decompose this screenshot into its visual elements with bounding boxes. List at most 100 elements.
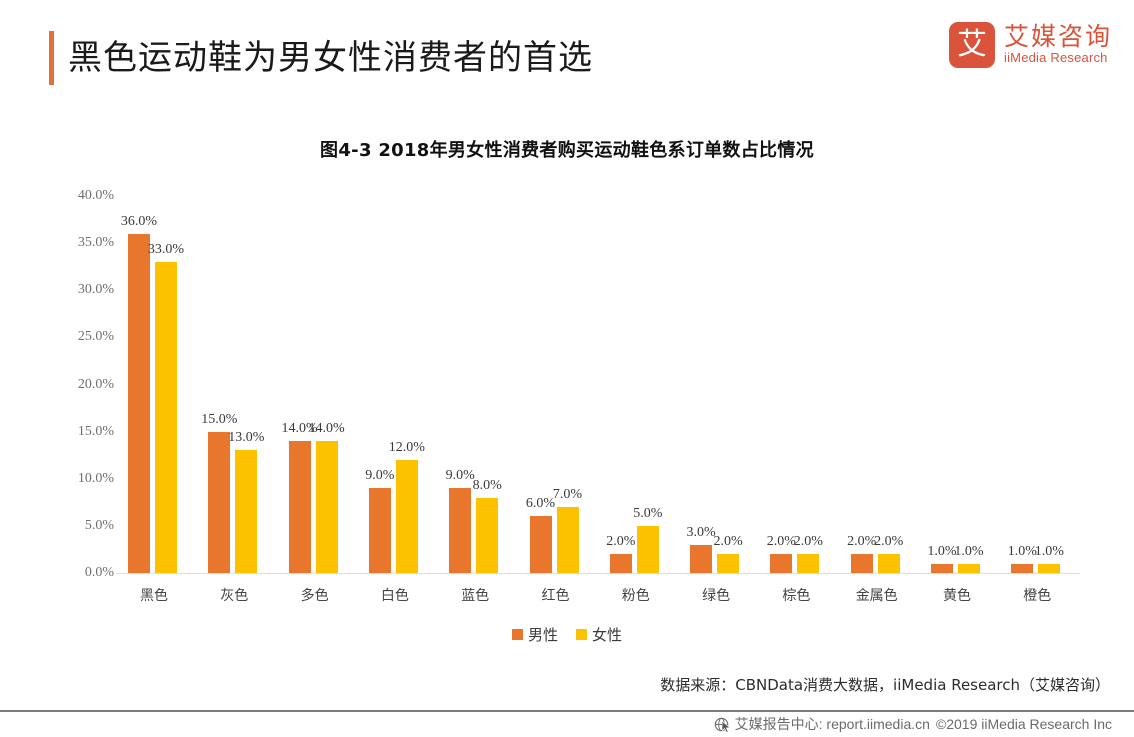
bar-plot-area: 36.0% 33.0% 15.0% 13.0% 14.0% 14.0% 9.0% 12.0% 9… bbox=[116, 196, 1080, 573]
x-axis-label: 蓝色 bbox=[461, 588, 490, 604]
bar-group: 1.0% 1.0% bbox=[999, 196, 1075, 573]
bar-value-label: 9.0% bbox=[445, 468, 475, 484]
y-axis-tick: 10.0% bbox=[77, 470, 114, 486]
logo-text: 艾媒咨询 iiMedia Research bbox=[1004, 23, 1112, 66]
chart-title: 图4-3 2018年男女性消费者购买运动鞋色系订单数占比情况 bbox=[320, 140, 814, 161]
x-axis-label: 粉色 bbox=[621, 588, 650, 604]
bar-value-label: 1.0% bbox=[954, 543, 984, 559]
bar-value-label: 12.0% bbox=[388, 439, 425, 455]
x-axis-label: 红色 bbox=[541, 588, 570, 604]
bar-value-label: 9.0% bbox=[365, 468, 395, 484]
bar-group: 36.0% 33.0% bbox=[116, 196, 192, 573]
x-axis-label: 黄色 bbox=[943, 588, 971, 604]
y-axis-tick: 40.0% bbox=[77, 188, 114, 203]
chart-legend: 男性 女性 bbox=[0, 624, 1134, 645]
bar-value-label: 2.0% bbox=[793, 534, 823, 550]
footer-copyright: ©2019 iiMedia Research Inc bbox=[935, 716, 1112, 732]
bar-value-label: 6.0% bbox=[525, 496, 556, 512]
logo-name-en: iiMedia Research bbox=[1003, 50, 1108, 66]
x-axis-label: 绿色 bbox=[702, 588, 731, 604]
x-axis-baseline bbox=[116, 573, 1080, 574]
bar-female[interactable] bbox=[797, 554, 820, 573]
x-axis-label: 白色 bbox=[380, 588, 409, 604]
bar-female[interactable] bbox=[315, 441, 338, 573]
x-axis-label: 棕色 bbox=[782, 588, 811, 604]
bar-male[interactable] bbox=[208, 431, 231, 573]
legend-label: 女性 bbox=[592, 626, 623, 644]
logo-mark-icon: 艾 bbox=[948, 22, 995, 68]
y-axis-tick: 30.0% bbox=[77, 282, 114, 298]
bar-group: 2.0% 5.0% bbox=[598, 196, 674, 573]
x-axis-label: 橙色 bbox=[1023, 588, 1052, 604]
legend-item-male[interactable]: 男性 bbox=[511, 624, 558, 645]
y-axis-tick: 25.0% bbox=[77, 329, 114, 345]
footer-site-label: 艾媒报告中心: report.iimedia.cn bbox=[734, 716, 930, 732]
bar-group: 3.0% 2.0% bbox=[678, 196, 754, 573]
y-axis-tick: 35.0% bbox=[77, 235, 114, 251]
y-axis-tick: 15.0% bbox=[77, 423, 114, 439]
y-axis-tick: 0.0% bbox=[84, 565, 114, 580]
bar-male[interactable] bbox=[609, 554, 632, 573]
bar-male[interactable] bbox=[690, 544, 713, 573]
bar-male[interactable] bbox=[529, 516, 552, 573]
source-note: 数据来源：CBNData消费大数据，iiMedia Research（艾媒咨询） bbox=[660, 676, 1110, 694]
bar-group: 6.0% 7.0% bbox=[518, 196, 594, 573]
bar-female[interactable] bbox=[1038, 563, 1061, 573]
bar-male[interactable] bbox=[1011, 563, 1034, 573]
mouse-cursor-icon bbox=[721, 719, 732, 734]
bar-male[interactable] bbox=[770, 554, 793, 573]
bar-value-label: 8.0% bbox=[472, 477, 502, 493]
bar-value-label: 5.0% bbox=[633, 505, 663, 521]
bar-male[interactable] bbox=[449, 488, 472, 573]
legend-label: 男性 bbox=[527, 626, 558, 644]
bar-value-label: 1.0% bbox=[927, 543, 957, 559]
bar-value-label: 2.0% bbox=[766, 534, 796, 550]
page-header: 黑色运动鞋为男女性消费者的首选 艾 艾媒咨询 iiMedia Research bbox=[0, 0, 1134, 110]
y-axis-tick: 20.0% bbox=[77, 376, 114, 392]
page-title: 黑色运动鞋为男女性消费者的首选 bbox=[68, 38, 593, 78]
bar-value-label: 7.0% bbox=[552, 487, 583, 503]
bar-female[interactable] bbox=[235, 450, 258, 573]
bar-value-label: 14.0% bbox=[281, 421, 318, 437]
legend-swatch bbox=[511, 629, 523, 640]
bar-value-label: 1.0% bbox=[1007, 543, 1037, 559]
x-axis-label: 灰色 bbox=[220, 588, 249, 604]
globe-icon bbox=[714, 717, 732, 734]
bar-male[interactable] bbox=[850, 554, 873, 573]
bar-value-label: 2.0% bbox=[713, 534, 743, 550]
x-axis-label: 金属色 bbox=[855, 588, 898, 604]
bar-male[interactable] bbox=[368, 488, 391, 573]
logo-name-cn: 艾媒咨询 bbox=[1003, 22, 1112, 52]
bar-female[interactable] bbox=[395, 459, 418, 573]
legend-item-female[interactable]: 女性 bbox=[576, 624, 622, 645]
bar-group: 9.0% 8.0% bbox=[437, 196, 513, 573]
bar-group: 9.0% 12.0% bbox=[357, 196, 433, 573]
bar-group: 2.0% 2.0% bbox=[758, 196, 834, 573]
bar-value-label: 33.0% bbox=[147, 241, 185, 257]
bar-value-label: 2.0% bbox=[874, 534, 904, 550]
bar-male[interactable] bbox=[931, 563, 953, 573]
bar-group: 14.0% 14.0% bbox=[277, 196, 353, 573]
legend-swatch bbox=[576, 629, 587, 640]
bar-female[interactable] bbox=[636, 525, 659, 573]
page-footer: 艾媒报告中心: report.iimedia.cn ©2019 iiMedia … bbox=[714, 714, 1112, 734]
x-axis-label: 黑色 bbox=[140, 588, 168, 604]
bar-female[interactable] bbox=[717, 554, 740, 573]
bar-female[interactable] bbox=[877, 554, 900, 573]
bar-value-label: 14.0% bbox=[308, 421, 345, 437]
bar-value-label: 2.0% bbox=[847, 534, 877, 550]
bar-value-label: 2.0% bbox=[606, 534, 636, 550]
bar-value-label: 15.0% bbox=[201, 411, 238, 427]
y-axis-tick: 5.0% bbox=[84, 517, 114, 533]
bar-female[interactable] bbox=[958, 563, 980, 573]
bar-value-label: 3.0% bbox=[686, 524, 716, 540]
bar-group: 1.0% 1.0% bbox=[919, 196, 995, 573]
bar-value-label: 1.0% bbox=[1034, 543, 1064, 559]
bar-female[interactable] bbox=[155, 261, 177, 573]
bar-female[interactable] bbox=[476, 497, 499, 573]
bar-value-label: 36.0% bbox=[120, 213, 158, 229]
bar-male[interactable] bbox=[288, 441, 311, 573]
bar-female[interactable] bbox=[556, 507, 579, 573]
bar-male[interactable] bbox=[128, 233, 150, 573]
